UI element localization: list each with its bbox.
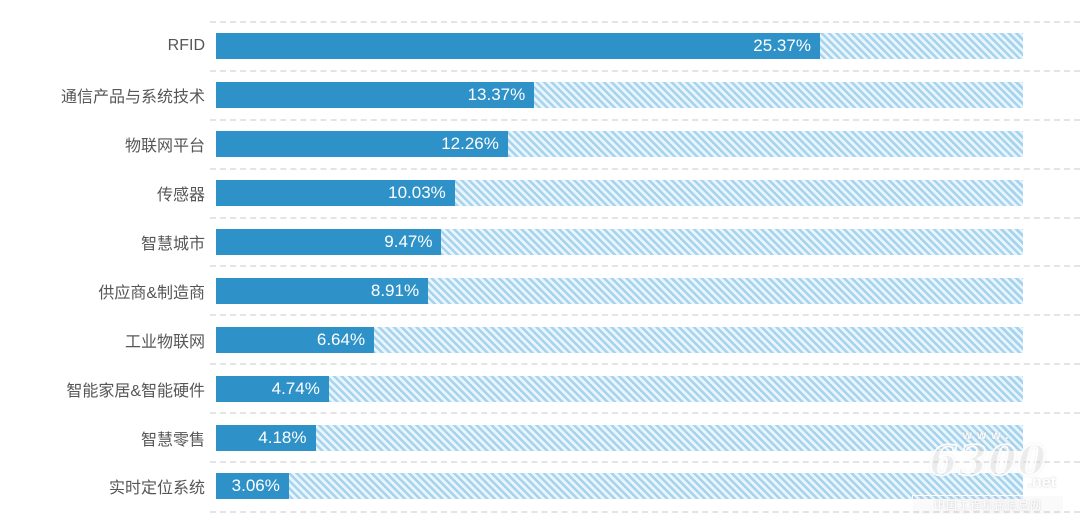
bar-value-label: 6.64% — [316, 329, 366, 349]
bar-value-label: 3.06% — [231, 476, 280, 496]
watermark: www. 6300 .net 中国工程机械信息网 — [912, 428, 1064, 515]
bar-track: 4.74% — [216, 375, 1023, 402]
bar: 3.06% — [216, 473, 289, 500]
bar-track: 13.37% — [216, 82, 1023, 109]
category-label: 供应商&制造商 — [98, 284, 205, 302]
bar-track: 4.18% — [216, 424, 1023, 451]
bar: 4.74% — [216, 375, 329, 402]
bar-track: 9.47% — [216, 229, 1023, 255]
bar: 12.26% — [216, 131, 508, 158]
category-label: 物联网平台 — [124, 138, 205, 156]
bar: 8.91% — [216, 277, 429, 304]
bar: 10.03% — [216, 180, 455, 207]
bar: 4.18% — [216, 424, 316, 451]
bar-value-label: 4.18% — [258, 427, 307, 447]
bar-track: 25.37% — [216, 33, 1023, 60]
category-label: RFID — [167, 37, 205, 55]
bar-value-label: 13.37% — [467, 85, 526, 105]
category-label: 智慧城市 — [140, 236, 205, 253]
chart-row: 实时定位系统 3.06% — [0, 461, 1080, 511]
chart-row: 智慧零售 4.18% — [0, 412, 1080, 462]
chart-row: 物联网平台 12.26% — [0, 118, 1080, 169]
bar: 13.37% — [216, 82, 535, 109]
watermark-www-text: www. — [962, 428, 1014, 443]
bar-value-label: 12.26% — [441, 134, 499, 154]
bar-track: 8.91% — [216, 277, 1023, 304]
chart-row: 传感器 10.03% — [0, 167, 1080, 218]
bar-track: 6.64% — [216, 326, 1023, 353]
category-label: 工业物联网 — [124, 333, 205, 351]
watermark-site-name: 中国工程机械信息网 — [912, 495, 1064, 515]
category-label: 通信产品与系统技术 — [60, 89, 205, 107]
chart-row: 供应商&制造商 8.91% — [0, 265, 1080, 315]
watermark-tld: .net — [1027, 474, 1056, 491]
category-label: 智能家居&智能硬件 — [66, 382, 205, 400]
chart-rows: RFID 25.37% 通信产品与系统技术 13.37% 物联网平台 12.26… — [0, 21, 1080, 513]
bar: 25.37% — [216, 33, 820, 60]
bar-value-label: 8.91% — [370, 280, 420, 300]
bar-value-label: 9.47% — [384, 232, 433, 251]
chart-row: 智能家居&智能硬件 4.74% — [0, 363, 1080, 413]
bar-track: 10.03% — [216, 180, 1023, 207]
watermark-logo-6300: 6300 — [928, 437, 1048, 486]
bar-value-label: 4.74% — [271, 378, 320, 398]
chart-row: 工业物联网 6.64% — [0, 314, 1080, 364]
bar-track: 3.06% — [216, 473, 1023, 500]
bar-value-label: 10.03% — [388, 183, 446, 203]
chart-row: RFID 25.37% — [0, 21, 1080, 71]
category-label: 智慧零售 — [140, 431, 205, 449]
chart-row: 智慧城市 9.47% — [0, 216, 1080, 267]
bar-value-label: 25.37% — [753, 36, 811, 56]
bar-track: 12.26% — [216, 131, 1023, 158]
category-label: 传感器 — [156, 187, 205, 205]
bar: 6.64% — [216, 326, 375, 353]
category-label: 实时定位系统 — [108, 480, 205, 498]
bar: 9.47% — [216, 229, 442, 255]
chart-row: 通信产品与系统技术 13.37% — [0, 69, 1080, 120]
